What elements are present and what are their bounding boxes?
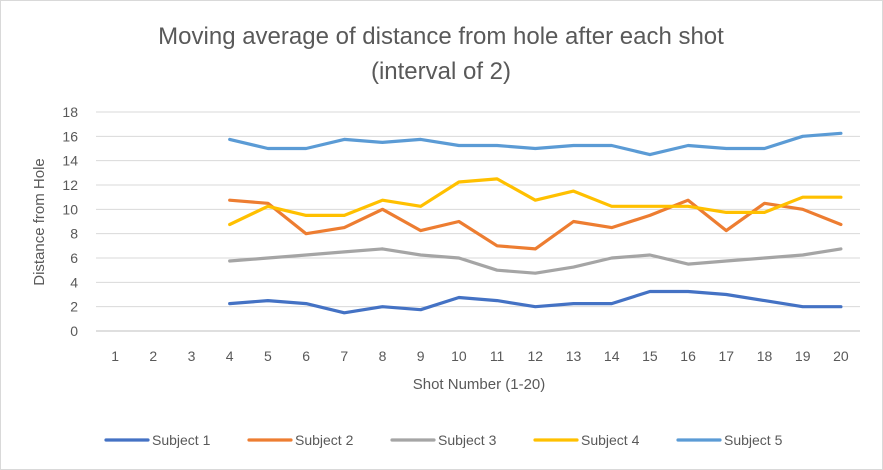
x-tick-label: 20 <box>833 348 849 364</box>
y-tick-label: 6 <box>70 250 78 266</box>
x-tick-label: 17 <box>719 348 735 364</box>
chart-subtitle: (interval of 2) <box>371 58 511 85</box>
x-tick-label: 19 <box>795 348 811 364</box>
y-tick-label: 2 <box>70 299 78 315</box>
y-axis-label: Distance from Hole <box>31 158 48 286</box>
gridlines <box>96 111 860 332</box>
x-tick-label: 18 <box>757 348 773 364</box>
y-tick-label: 14 <box>62 153 78 169</box>
y-tick-label: 0 <box>70 323 78 339</box>
series-line-subject-5 <box>228 131 843 157</box>
y-tick-label: 18 <box>62 104 78 120</box>
legend-label-subject-4: Subject 4 <box>581 432 640 448</box>
legend-label-subject-2: Subject 2 <box>295 432 354 448</box>
y-tick-label: 4 <box>70 274 78 290</box>
x-tick-labels: 1 2 3 4 5 6 7 8 9 10 11 12 13 14 15 16 17 18 19 20 <box>111 348 849 364</box>
x-tick-label: 14 <box>604 348 620 364</box>
x-tick-label: 5 <box>264 348 272 364</box>
series-line-subject-1 <box>228 289 843 315</box>
x-tick-label: 8 <box>379 348 387 364</box>
x-tick-label: 12 <box>528 348 544 364</box>
series-line-subject-4 <box>228 177 843 227</box>
x-tick-label: 2 <box>149 348 157 364</box>
legend-label-subject-5: Subject 5 <box>724 432 783 448</box>
chart-title: Moving average of distance from hole aft… <box>158 23 724 50</box>
y-tick-label: 12 <box>62 177 78 193</box>
x-axis-label: Shot Number (1-20) <box>413 376 546 393</box>
x-tick-label: 3 <box>188 348 196 364</box>
series-line-subject-3 <box>228 247 843 275</box>
x-tick-label: 1 <box>111 348 119 364</box>
y-tick-label: 8 <box>70 226 78 242</box>
x-tick-label: 9 <box>417 348 425 364</box>
legend-label-subject-3: Subject 3 <box>438 432 497 448</box>
x-tick-label: 11 <box>490 348 505 364</box>
series-line-subject-2 <box>228 198 843 251</box>
x-tick-label: 16 <box>680 348 696 364</box>
x-tick-label: 15 <box>642 348 658 364</box>
x-tick-label: 10 <box>451 348 467 364</box>
y-tick-label: 16 <box>62 128 78 144</box>
x-tick-label: 6 <box>302 348 310 364</box>
legend: Subject 1 Subject 2 Subject 3 Subject 4 Subj… <box>104 432 783 448</box>
y-tick-labels: 0 2 4 6 8 10 12 14 16 18 <box>62 104 78 339</box>
x-tick-label: 13 <box>566 348 582 364</box>
series-lines <box>228 131 843 315</box>
x-tick-label: 4 <box>226 348 234 364</box>
x-tick-label: 7 <box>340 348 348 364</box>
y-tick-label: 10 <box>62 201 78 217</box>
legend-label-subject-1: Subject 1 <box>152 432 211 448</box>
